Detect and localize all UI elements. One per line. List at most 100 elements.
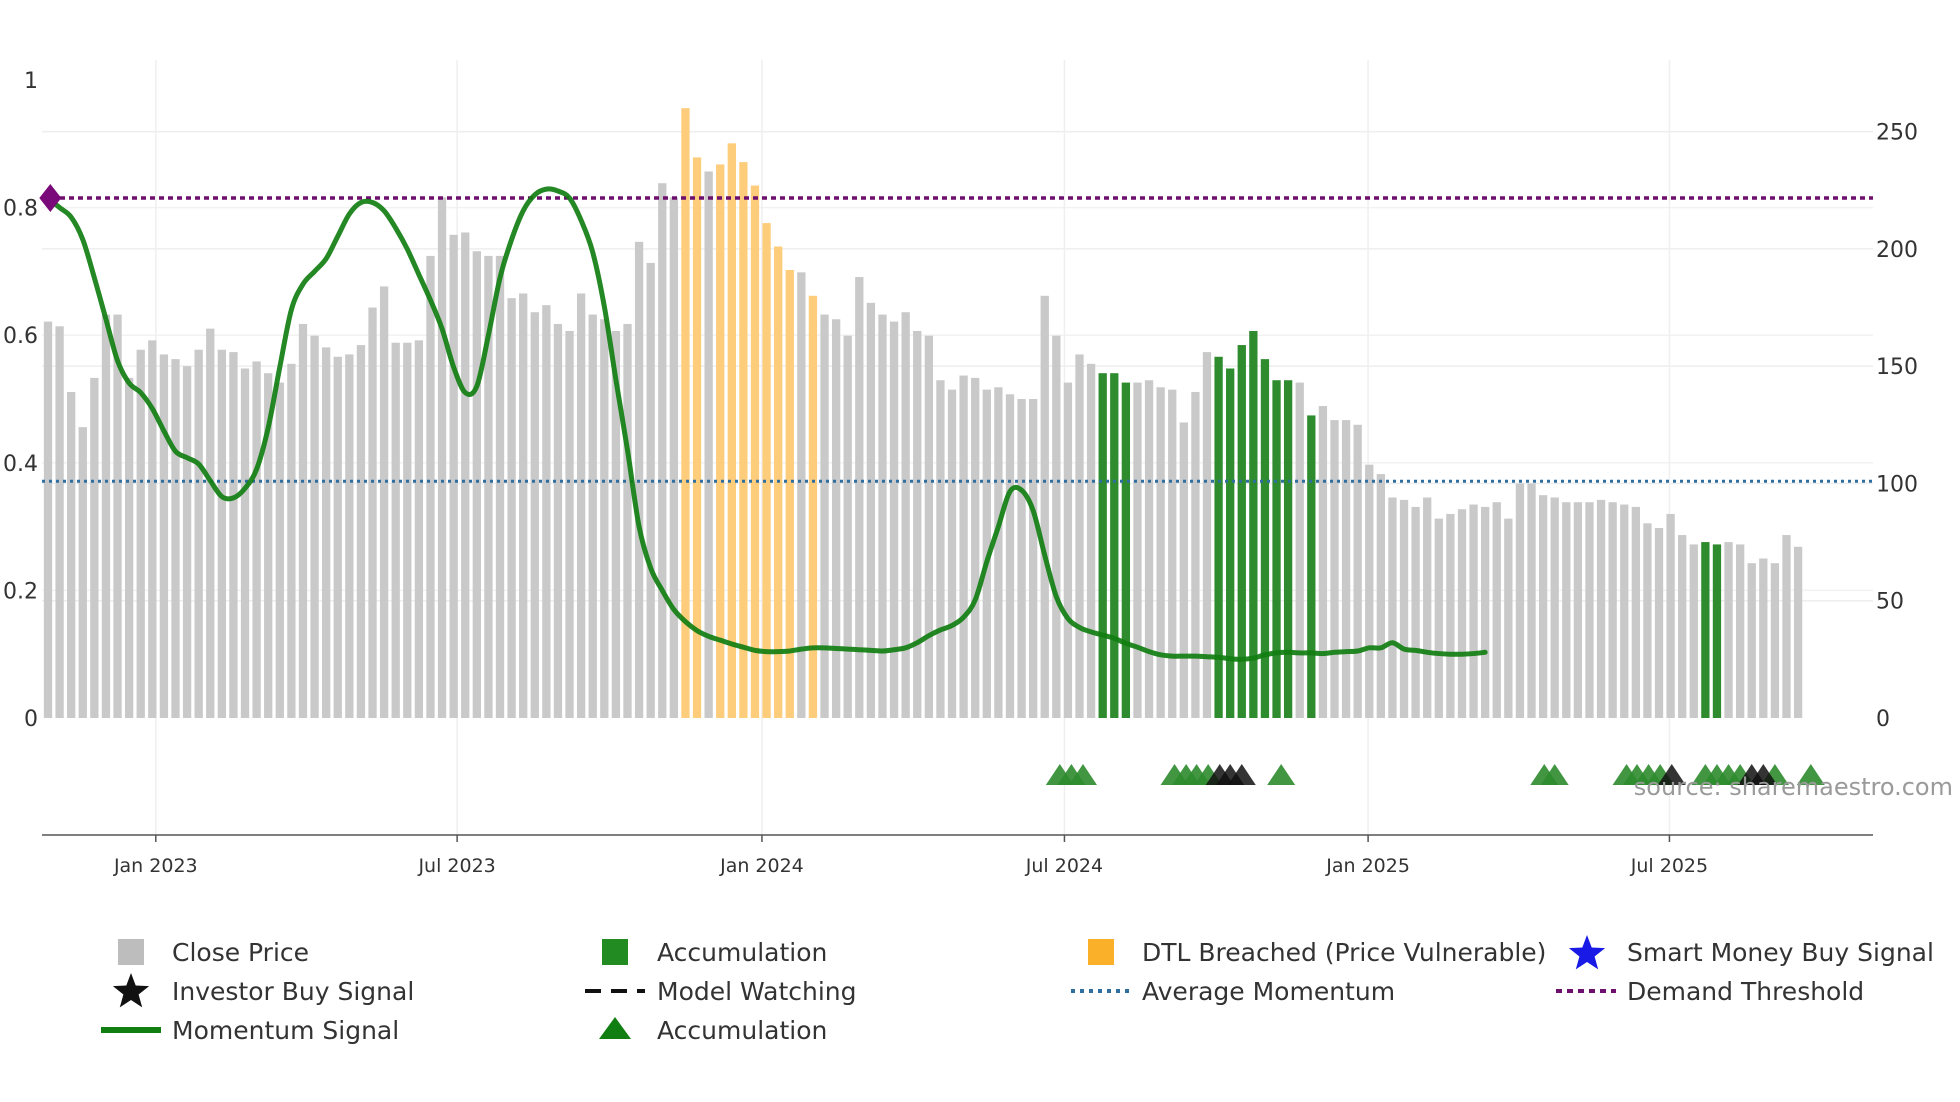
momentum-signal: [45, 186, 1488, 662]
close-price-bar: [1191, 391, 1200, 718]
close-price-bar: [519, 293, 528, 718]
close-price-bar: [345, 354, 354, 718]
close-price-bar: [971, 377, 980, 718]
y-left-tick-label: 0: [24, 707, 38, 732]
accumulation-bar: [1260, 359, 1270, 718]
close-price-bar: [878, 314, 887, 718]
x-tick-label: Jul 2025: [1630, 855, 1708, 877]
accumulation-bar: [1214, 356, 1223, 718]
close-price-bar: [43, 321, 53, 718]
close-price-bar: [1782, 535, 1791, 718]
close-price-bar: [194, 349, 203, 718]
reference-lines: [42, 196, 1873, 483]
close-price-bar: [901, 312, 910, 718]
legend-label-smart-money: Smart Money Buy Signal: [1627, 938, 1934, 967]
close-price-bar: [1793, 546, 1803, 718]
x-tick-label: Jul 2023: [417, 855, 495, 877]
close-price-bar: [704, 171, 713, 719]
close-price-bar: [820, 314, 829, 718]
dtl-breached-bar: [762, 223, 771, 719]
close-price-bar: [959, 375, 968, 718]
close-price-bar: [78, 427, 87, 718]
close-price-bar: [1759, 558, 1768, 718]
close-price-bar: [124, 377, 134, 718]
legend-investor-star-icon: [112, 973, 150, 1008]
legend-label-investor-buy: Investor Buy Signal: [172, 977, 414, 1006]
close-price-bar: [1040, 295, 1049, 718]
close-price-bar: [1423, 497, 1432, 718]
demand-diamond-icon: [39, 184, 62, 213]
close-price-bar: [1573, 502, 1583, 718]
dtl-breached-bar: [785, 269, 794, 718]
close-price-bar: [1063, 382, 1073, 718]
close-price-bar: [1527, 483, 1536, 718]
close-price-bar: [1133, 382, 1142, 718]
close-price-bar: [530, 312, 539, 718]
x-tick-label: Jan 2024: [719, 855, 804, 877]
accumulation-bar: [1712, 544, 1722, 718]
close-price-bar: [1504, 518, 1513, 718]
close-price-bar: [669, 197, 679, 718]
dtl-breached-bar: [750, 185, 760, 719]
close-price-bar: [449, 234, 458, 718]
close-price-bar: [936, 380, 945, 718]
close-price-bar: [1399, 499, 1409, 718]
close-price-bar: [298, 323, 308, 718]
close-price-bar: [1481, 506, 1490, 718]
axes: 0 0.2 0.4 0.6 0.8 1 0 50 100 150 200 250 Jan 2023 Jul…: [3, 69, 1918, 877]
close-price-bar: [322, 347, 331, 718]
close-price-bar: [426, 255, 435, 718]
close-price-bar: [1666, 513, 1675, 718]
investor-buy-triangle-icon: [1749, 764, 1778, 785]
close-price-bar: [101, 314, 111, 718]
source-label: source: sharemaestro.com: [1634, 773, 1953, 801]
close-price-bar: [67, 391, 76, 718]
close-price-bar: [542, 305, 551, 718]
close-price-bar: [1202, 352, 1212, 718]
close-price-bar: [1029, 399, 1038, 718]
close-price-bar: [159, 354, 169, 718]
close-price-bar: [600, 319, 609, 718]
y-left-tick-label: 0.6: [3, 324, 38, 349]
y-right-tick-label: 250: [1876, 121, 1918, 146]
close-price-bar: [831, 319, 841, 718]
close-price-bar: [1724, 542, 1733, 718]
y-right-tick-label: 150: [1876, 355, 1918, 380]
close-price-bar: [623, 323, 632, 718]
close-price-bar: [1086, 363, 1096, 718]
close-price-bar: [1388, 497, 1397, 718]
close-price-bar: [1643, 523, 1652, 718]
close-price-bar: [171, 359, 180, 718]
close-price-bar: [55, 326, 64, 718]
close-price-bar: [1550, 497, 1559, 718]
close-price-bar: [1318, 406, 1328, 718]
y-left-tick-label: 1: [24, 69, 38, 94]
close-price-bar: [310, 335, 319, 718]
close-price-bar: [1770, 563, 1780, 718]
close-price-bar: [379, 286, 389, 718]
legend-smart-money-star-icon: [1568, 935, 1606, 970]
close-price-bar: [472, 251, 481, 718]
accumulation-bar: [1098, 373, 1107, 718]
close-price-bar: [229, 352, 238, 718]
close-price-bar: [1678, 535, 1687, 718]
accumulation-bar: [1121, 382, 1131, 718]
close-price-bar: [113, 314, 122, 718]
close-price-bar: [1156, 387, 1165, 718]
close-price-bar: [182, 366, 192, 718]
legend-label-average-momentum: Average Momentum: [1142, 977, 1395, 1006]
close-price-bar: [1515, 483, 1525, 718]
close-price-bar: [1562, 502, 1571, 718]
close-price-bar: [994, 387, 1003, 718]
accumulation-triangle-icon: [1796, 764, 1825, 785]
close-price-bar: [797, 272, 806, 718]
accumulation-triangle-icon: [1068, 764, 1097, 785]
close-price-bar: [252, 361, 261, 718]
close-price-bar: [90, 377, 99, 718]
close-price-bar: [658, 183, 667, 719]
close-price-bar: [356, 345, 366, 718]
close-price-bar: [403, 342, 412, 718]
close-price-bar: [1144, 380, 1154, 718]
close-price-bar: [1631, 506, 1640, 718]
legend-label-demand-threshold: Demand Threshold: [1627, 977, 1864, 1006]
